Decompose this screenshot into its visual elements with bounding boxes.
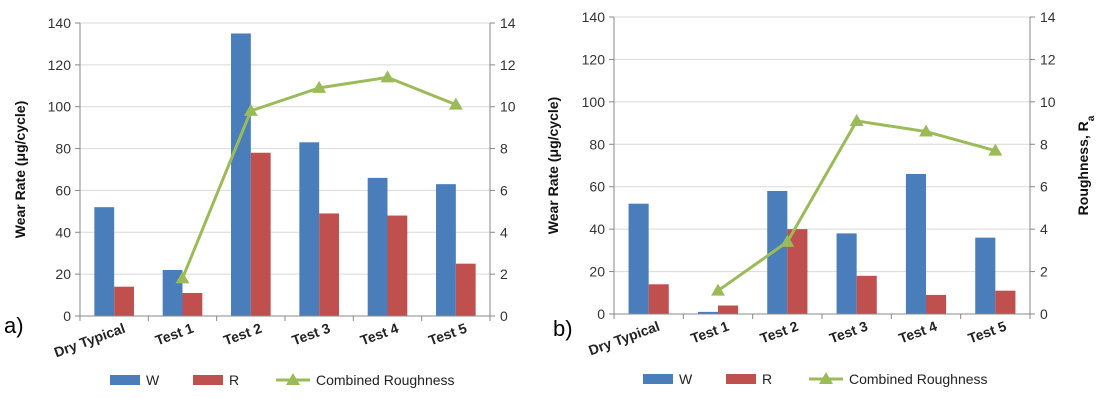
- panel-b-bar-w-0: [628, 203, 649, 314]
- panel-b-bar-w-3: [836, 233, 857, 314]
- panel-a-left-tick-label: 80: [55, 141, 71, 157]
- panel-a-legend-label: W: [146, 372, 160, 388]
- panel-a-bar-w-4: [367, 177, 388, 316]
- panel-a-left-tick-label: 0: [63, 308, 71, 324]
- panel-a-bar-r-1: [182, 292, 203, 316]
- panel-b-left-tick-label: 40: [589, 221, 605, 237]
- panel-b-right-tick-label: 12: [1040, 51, 1056, 67]
- panel-b-legend-marker: [819, 372, 833, 384]
- panel-a-left-tick-label: 120: [48, 57, 72, 73]
- panel-b-bar-r-2: [787, 229, 808, 314]
- panel-b-bar-r-5: [995, 290, 1016, 314]
- panel-b-bar-w-4: [905, 173, 926, 314]
- panel-b-legend-label: Combined Roughness: [849, 371, 988, 387]
- panel-a-left-tick-label: 60: [55, 182, 71, 198]
- panel-a-right-tick-label: 8: [500, 141, 508, 157]
- panel-b-category-label: Test 1: [688, 318, 731, 347]
- panel-b-point-combined-roughness-2: [780, 234, 795, 247]
- panel-a-legend-swatch-r: [193, 375, 223, 385]
- panel-b-bar-r-4: [926, 294, 947, 314]
- panel-b-left-tick-label: 0: [597, 306, 605, 322]
- panel-b-bar-r-1: [718, 305, 739, 314]
- panel-a-bar-r-4: [387, 215, 408, 316]
- panel-b-left-tick-label: 60: [589, 179, 605, 195]
- panel-b-right-tick-label: 8: [1040, 136, 1048, 152]
- panel-b-left-tick-label: 140: [582, 9, 606, 25]
- panel-b-legend-label: R: [762, 371, 772, 387]
- panel-b-bar-r-3: [856, 275, 877, 314]
- panel-b-point-combined-roughness-3: [849, 113, 864, 126]
- panel-b-right-tick-label: 4: [1040, 221, 1048, 237]
- panel-a-bar-w-3: [299, 142, 320, 316]
- panel-b-bar-w-2: [767, 190, 788, 314]
- panel-a-category-label: Test 5: [426, 320, 469, 349]
- panel-b-panel-label: b): [553, 316, 573, 341]
- panel-a-right-tick-label: 4: [500, 224, 508, 240]
- panel-a-left-tick-label: 140: [48, 15, 72, 31]
- panel-a-panel-label: a): [4, 313, 24, 338]
- panel-a-category-label: Dry Typical: [52, 320, 127, 360]
- panel-b-legend-swatch-w: [643, 374, 673, 384]
- panel-b-left-tick-label: 100: [582, 94, 606, 110]
- panel-b-right-tick-label: 0: [1040, 306, 1048, 322]
- panel-a-point-combined-roughness-3: [312, 80, 327, 93]
- panel-b-point-combined-roughness-5: [988, 143, 1003, 156]
- panel-b-point-combined-roughness-1: [711, 283, 725, 296]
- panel-b-category-label: Dry Typical: [586, 318, 661, 358]
- panel-b-category-label: Test 5: [966, 318, 1009, 347]
- panel-b-bar-w-1: [697, 311, 718, 314]
- panel-b-point-combined-roughness-4: [919, 124, 933, 137]
- panel-a-point-combined-roughness-1: [175, 271, 190, 284]
- panel-b-bar-r-0: [648, 284, 669, 314]
- panel-a-point-combined-roughness-2: [243, 103, 258, 116]
- panel-a-bar-w-5: [436, 184, 456, 316]
- panel-a-right-tick-label: 6: [500, 182, 508, 198]
- panel-b-category-label: Test 4: [896, 318, 939, 347]
- panel-b-category-label: Test 2: [758, 318, 801, 347]
- panel-b-legend-swatch-r: [726, 374, 756, 384]
- panel-a-category-label: Test 3: [290, 320, 333, 349]
- panel-b-y2-axis-title-subscript: a: [1086, 115, 1097, 121]
- panel-a-legend-swatch-w: [110, 375, 140, 385]
- panel-a-category-label: Test 1: [153, 320, 196, 349]
- panel-b-left-tick-label: 20: [589, 264, 605, 280]
- panel-a-legend-label: Combined Roughness: [316, 372, 455, 388]
- panel-b-y2-axis-title-main: Roughness, R: [1075, 121, 1091, 215]
- panel-a-right-tick-label: 12: [500, 57, 516, 73]
- panel-b-legend-label: W: [679, 371, 693, 387]
- panel-a-left-tick-label: 20: [55, 266, 71, 282]
- panel-a-bar-r-0: [114, 286, 134, 316]
- panel-a-left-tick-label: 100: [48, 99, 72, 115]
- panel-a-right-tick-label: 0: [500, 308, 508, 324]
- panel-a-category-label: Test 2: [221, 320, 264, 349]
- panel-a-legend-label: R: [229, 372, 239, 388]
- panel-a-point-combined-roughness-4: [380, 70, 395, 83]
- panel-a-left-tick-label: 40: [55, 224, 71, 240]
- panel-b-bar-w-5: [975, 237, 996, 314]
- panel-a-category-label: Test 4: [358, 320, 401, 349]
- panel-a-right-tick-label: 2: [500, 266, 508, 282]
- panel-a-bar-r-2: [250, 152, 271, 316]
- panel-a-bar-r-5: [455, 263, 476, 316]
- panel-a-y-axis-title: Wear Rate (μg/cycle): [12, 101, 28, 238]
- panel-b-right-tick-label: 6: [1040, 179, 1048, 195]
- panel-a-legend-marker: [286, 373, 300, 385]
- panel-b-y-axis-title: Wear Rate (μg/cycle): [545, 97, 561, 234]
- panel-b-category-label: Test 3: [827, 318, 870, 347]
- panel-b-right-tick-label: 14: [1040, 9, 1056, 25]
- panel-a-bar-r-3: [319, 213, 339, 316]
- panel-b-right-tick-label: 10: [1040, 94, 1056, 110]
- panel-b-left-tick-label: 120: [582, 51, 606, 67]
- panel-a-right-tick-label: 10: [500, 99, 516, 115]
- panel-a-bar-w-0: [94, 207, 115, 316]
- panel-a-point-combined-roughness-5: [448, 97, 463, 110]
- panel-b-right-tick-label: 2: [1040, 264, 1048, 280]
- panel-b-left-tick-label: 80: [589, 136, 605, 152]
- panel-b-y2-axis-title: Roughness, Ra: [1075, 115, 1097, 215]
- panel-a-bar-w-2: [231, 33, 251, 316]
- panel-a-right-tick-label: 14: [500, 15, 516, 31]
